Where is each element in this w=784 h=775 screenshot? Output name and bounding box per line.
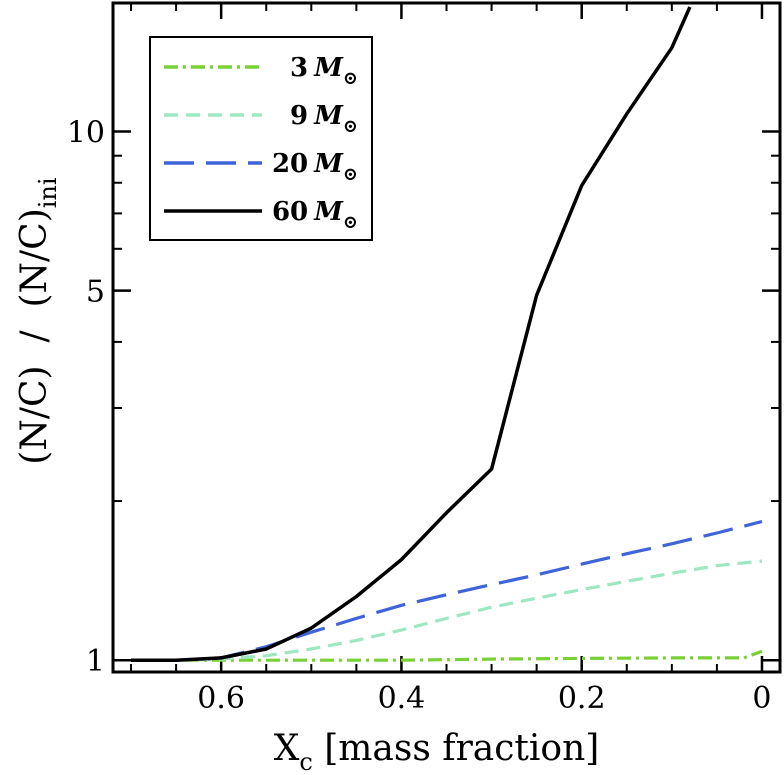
legend-value: 20	[272, 149, 308, 179]
sun-symbol-icon: ⊙	[343, 212, 358, 233]
legend-label-20: 20 M⊙	[272, 149, 358, 185]
legend-value: 60	[272, 197, 308, 227]
y-tick-label: 5	[86, 275, 105, 310]
legend-unit: M	[313, 101, 344, 131]
series-line-60	[131, 6, 692, 662]
y-tick-label: 1	[86, 644, 105, 679]
sun-symbol-icon: ⊙	[343, 164, 358, 185]
y-axis-title-main: (N/C) / (N/C)	[14, 208, 55, 464]
legend-value: 9	[290, 101, 308, 131]
series-line-20	[131, 519, 763, 662]
legend-unit: M	[313, 53, 344, 83]
x-axis-title-suffix: [mass fraction]	[313, 728, 600, 769]
x-tick-label: 0.2	[558, 681, 606, 716]
tick-labels: 0.6 0.4 0.2 0 1 5 10	[67, 115, 772, 716]
legend-box	[149, 36, 373, 241]
x-tick-label: 0	[752, 681, 771, 716]
legend-label-60: 60 M⊙	[272, 197, 358, 233]
y-tick-label: 10	[67, 115, 105, 150]
axis-ticks	[113, 3, 780, 672]
series-line-9	[131, 559, 763, 662]
x-axis-title-sub: c	[299, 748, 312, 775]
series-line-3	[131, 649, 763, 662]
legend-label-9: 9 M⊙	[290, 101, 358, 137]
x-tick-label: 0.4	[378, 681, 426, 716]
sun-symbol-icon: ⊙	[343, 116, 358, 137]
x-axis-title: Xc [mass fraction]	[274, 728, 600, 775]
x-axis-title-main: X	[274, 728, 300, 769]
legend-unit: M	[313, 197, 344, 227]
legend-unit: M	[313, 149, 344, 179]
x-tick-label: 0.6	[197, 681, 245, 716]
sun-symbol-icon: ⊙	[343, 68, 358, 89]
legend: 3 M⊙9 M⊙20 M⊙60 M⊙	[149, 36, 373, 241]
series-layer	[131, 6, 763, 662]
legend-label-3: 3 M⊙	[290, 53, 358, 89]
y-axis-title-sub: ini	[34, 177, 62, 208]
legend-value: 3	[290, 53, 308, 83]
y-axis-title: (N/C) / (N/C)ini	[14, 143, 65, 522]
